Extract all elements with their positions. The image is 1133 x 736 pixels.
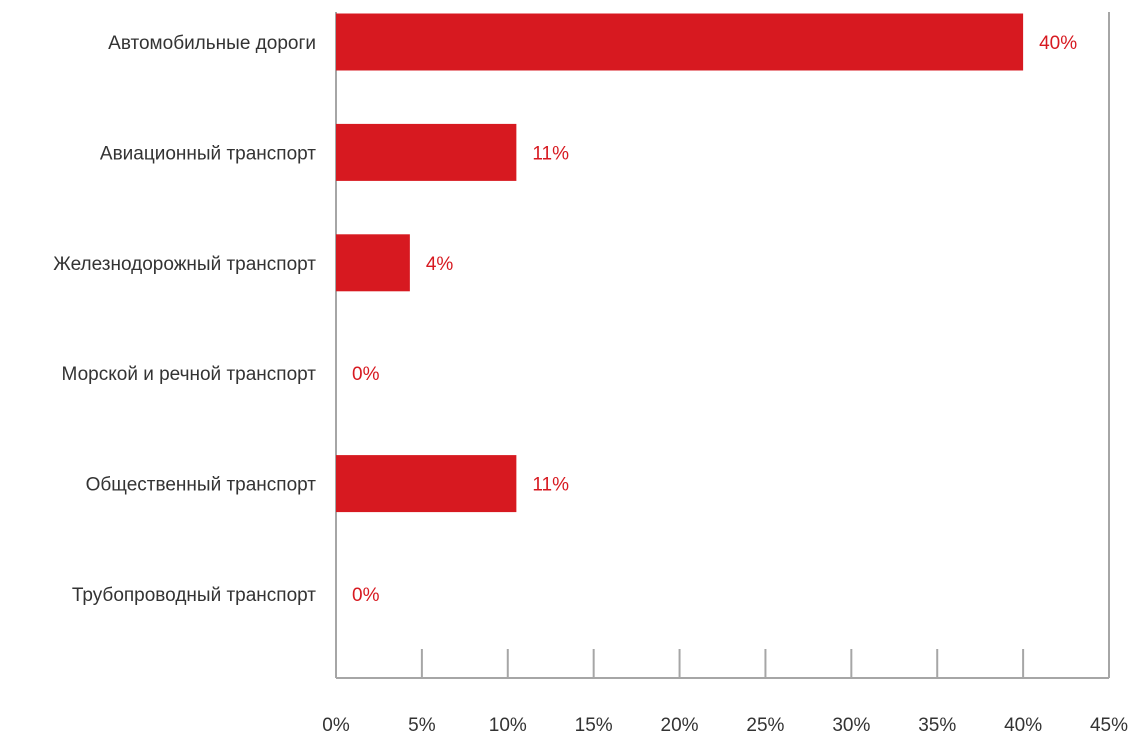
x-tick-label-1: 5% <box>408 715 436 736</box>
x-tick-label-7: 35% <box>918 715 956 736</box>
bar-4 <box>336 455 517 513</box>
category-label-0: Автомобильные дороги <box>108 33 316 54</box>
axes <box>335 12 1110 679</box>
x-tick-label-6: 30% <box>832 715 870 736</box>
data-labels: 40% 11% 4% 0% 11% 0% <box>352 33 1077 606</box>
category-labels: Автомобильные дороги Авиационный транспор… <box>53 33 316 606</box>
x-tick-label-4: 20% <box>661 715 699 736</box>
bars <box>336 13 1024 513</box>
data-label-4: 11% <box>532 475 569 496</box>
x-tick-label-2: 10% <box>489 715 527 736</box>
category-label-1: Авиационный транспорт <box>100 143 316 164</box>
bar-0 <box>336 13 1024 71</box>
x-tick-label-9: 45% <box>1090 715 1128 736</box>
x-tick-label-0: 0% <box>322 715 350 736</box>
bar-2 <box>336 234 410 292</box>
category-label-3: Морской и речной транспорт <box>62 364 317 385</box>
bar-1 <box>336 123 517 181</box>
x-tick-label-5: 25% <box>746 715 784 736</box>
data-label-1: 11% <box>532 143 569 164</box>
category-label-4: Общественный транспорт <box>86 475 317 496</box>
x-tick-label-3: 15% <box>575 715 613 736</box>
data-label-3: 0% <box>352 364 380 385</box>
category-label-2: Железнодорожный транспорт <box>53 254 316 275</box>
data-label-5: 0% <box>352 585 380 606</box>
x-tick-labels: 0% 5% 10% 15% 20% 25% 30% 35% 40% 45% <box>322 715 1128 736</box>
x-tick-label-8: 40% <box>1004 715 1042 736</box>
category-label-5: Трубопроводный транспорт <box>72 585 316 606</box>
data-label-2: 4% <box>426 254 454 275</box>
data-label-0: 40% <box>1039 33 1077 54</box>
